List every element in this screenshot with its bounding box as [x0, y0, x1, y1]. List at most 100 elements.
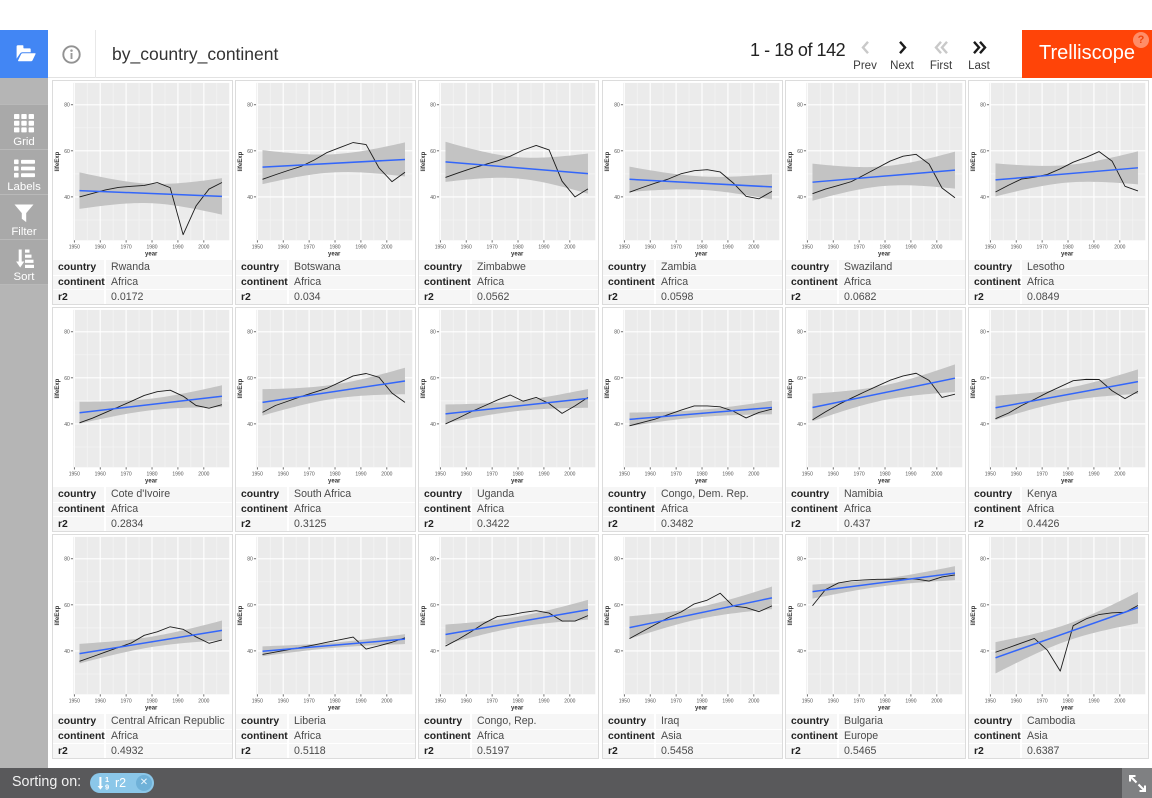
svg-text:80: 80	[980, 557, 986, 563]
svg-text:1950: 1950	[252, 244, 263, 250]
svg-text:2000: 2000	[1114, 244, 1125, 250]
svg-text:80: 80	[247, 330, 253, 336]
svg-text:1990: 1990	[1088, 244, 1099, 250]
svg-text:1980: 1980	[329, 471, 340, 477]
svg-text:1970: 1970	[854, 471, 865, 477]
svg-text:lifeExp: lifeExp	[55, 378, 61, 398]
svg-text:year: year	[695, 252, 708, 258]
svg-text:2000: 2000	[381, 471, 392, 477]
svg-text:60: 60	[64, 376, 70, 382]
svg-text:80: 80	[980, 103, 986, 109]
svg-text:60: 60	[980, 149, 986, 155]
svg-text:80: 80	[797, 330, 803, 336]
svg-text:year: year	[511, 706, 524, 712]
svg-text:60: 60	[797, 149, 803, 155]
svg-text:lifeExp: lifeExp	[788, 605, 794, 625]
svg-text:2000: 2000	[381, 244, 392, 250]
svg-text:60: 60	[980, 603, 986, 609]
svg-text:1950: 1950	[802, 698, 813, 704]
svg-text:40: 40	[64, 422, 70, 428]
svg-text:80: 80	[614, 557, 620, 563]
svg-text:2000: 2000	[1114, 698, 1125, 704]
svg-text:1980: 1980	[879, 698, 890, 704]
svg-text:1960: 1960	[461, 471, 472, 477]
svg-text:year: year	[145, 706, 158, 712]
svg-text:1960: 1960	[1011, 244, 1022, 250]
svg-text:1990: 1990	[1088, 471, 1099, 477]
svg-text:1980: 1980	[696, 471, 707, 477]
svg-text:1990: 1990	[905, 698, 916, 704]
svg-text:year: year	[511, 479, 524, 485]
svg-text:year: year	[511, 252, 524, 258]
svg-text:1960: 1960	[95, 471, 106, 477]
svg-text:1960: 1960	[278, 471, 289, 477]
svg-text:1980: 1980	[879, 244, 890, 250]
svg-text:80: 80	[797, 103, 803, 109]
svg-text:lifeExp: lifeExp	[788, 151, 794, 171]
svg-text:60: 60	[614, 603, 620, 609]
svg-text:60: 60	[614, 376, 620, 382]
svg-text:year: year	[1061, 706, 1074, 712]
svg-text:80: 80	[614, 103, 620, 109]
svg-text:1950: 1950	[69, 244, 80, 250]
svg-text:2000: 2000	[381, 698, 392, 704]
svg-text:1990: 1990	[355, 244, 366, 250]
svg-text:40: 40	[614, 195, 620, 201]
svg-text:1980: 1980	[1062, 698, 1073, 704]
svg-text:1970: 1970	[487, 471, 498, 477]
svg-text:1970: 1970	[671, 471, 682, 477]
svg-text:1970: 1970	[121, 698, 132, 704]
svg-text:1960: 1960	[828, 698, 839, 704]
svg-text:1970: 1970	[304, 244, 315, 250]
svg-text:60: 60	[797, 376, 803, 382]
svg-text:80: 80	[797, 557, 803, 563]
svg-text:2000: 2000	[931, 244, 942, 250]
svg-text:year: year	[878, 706, 891, 712]
svg-text:1970: 1970	[304, 698, 315, 704]
svg-text:1980: 1980	[512, 244, 523, 250]
svg-text:1990: 1990	[905, 471, 916, 477]
svg-text:1990: 1990	[722, 244, 733, 250]
svg-text:40: 40	[430, 422, 436, 428]
svg-text:40: 40	[980, 649, 986, 655]
svg-text:1960: 1960	[1011, 698, 1022, 704]
svg-text:1950: 1950	[619, 698, 630, 704]
svg-text:1970: 1970	[1037, 698, 1048, 704]
svg-text:1990: 1990	[722, 698, 733, 704]
svg-text:60: 60	[430, 603, 436, 609]
svg-text:lifeExp: lifeExp	[971, 605, 977, 625]
svg-text:1970: 1970	[304, 471, 315, 477]
svg-text:40: 40	[64, 649, 70, 655]
svg-text:1990: 1990	[1088, 698, 1099, 704]
svg-text:40: 40	[64, 195, 70, 201]
svg-text:lifeExp: lifeExp	[605, 151, 611, 171]
svg-text:year: year	[878, 479, 891, 485]
svg-text:1990: 1990	[538, 698, 549, 704]
svg-text:1970: 1970	[1037, 244, 1048, 250]
svg-text:lifeExp: lifeExp	[605, 378, 611, 398]
svg-text:40: 40	[247, 649, 253, 655]
svg-text:1990: 1990	[355, 698, 366, 704]
svg-text:60: 60	[247, 376, 253, 382]
svg-text:1950: 1950	[619, 244, 630, 250]
svg-text:2000: 2000	[931, 698, 942, 704]
svg-text:1: 1	[105, 776, 109, 784]
svg-text:60: 60	[247, 603, 253, 609]
svg-text:40: 40	[980, 195, 986, 201]
svg-text:80: 80	[64, 103, 70, 109]
svg-text:40: 40	[430, 649, 436, 655]
svg-text:year: year	[328, 706, 341, 712]
svg-text:lifeExp: lifeExp	[605, 605, 611, 625]
svg-text:1970: 1970	[671, 698, 682, 704]
svg-text:80: 80	[247, 103, 253, 109]
svg-text:60: 60	[64, 149, 70, 155]
svg-text:1970: 1970	[671, 244, 682, 250]
svg-text:40: 40	[614, 649, 620, 655]
svg-text:1960: 1960	[278, 244, 289, 250]
svg-text:9: 9	[105, 783, 109, 790]
svg-text:1950: 1950	[435, 244, 446, 250]
svg-text:40: 40	[797, 422, 803, 428]
svg-text:2000: 2000	[198, 471, 209, 477]
svg-text:1980: 1980	[146, 698, 157, 704]
svg-text:80: 80	[614, 330, 620, 336]
